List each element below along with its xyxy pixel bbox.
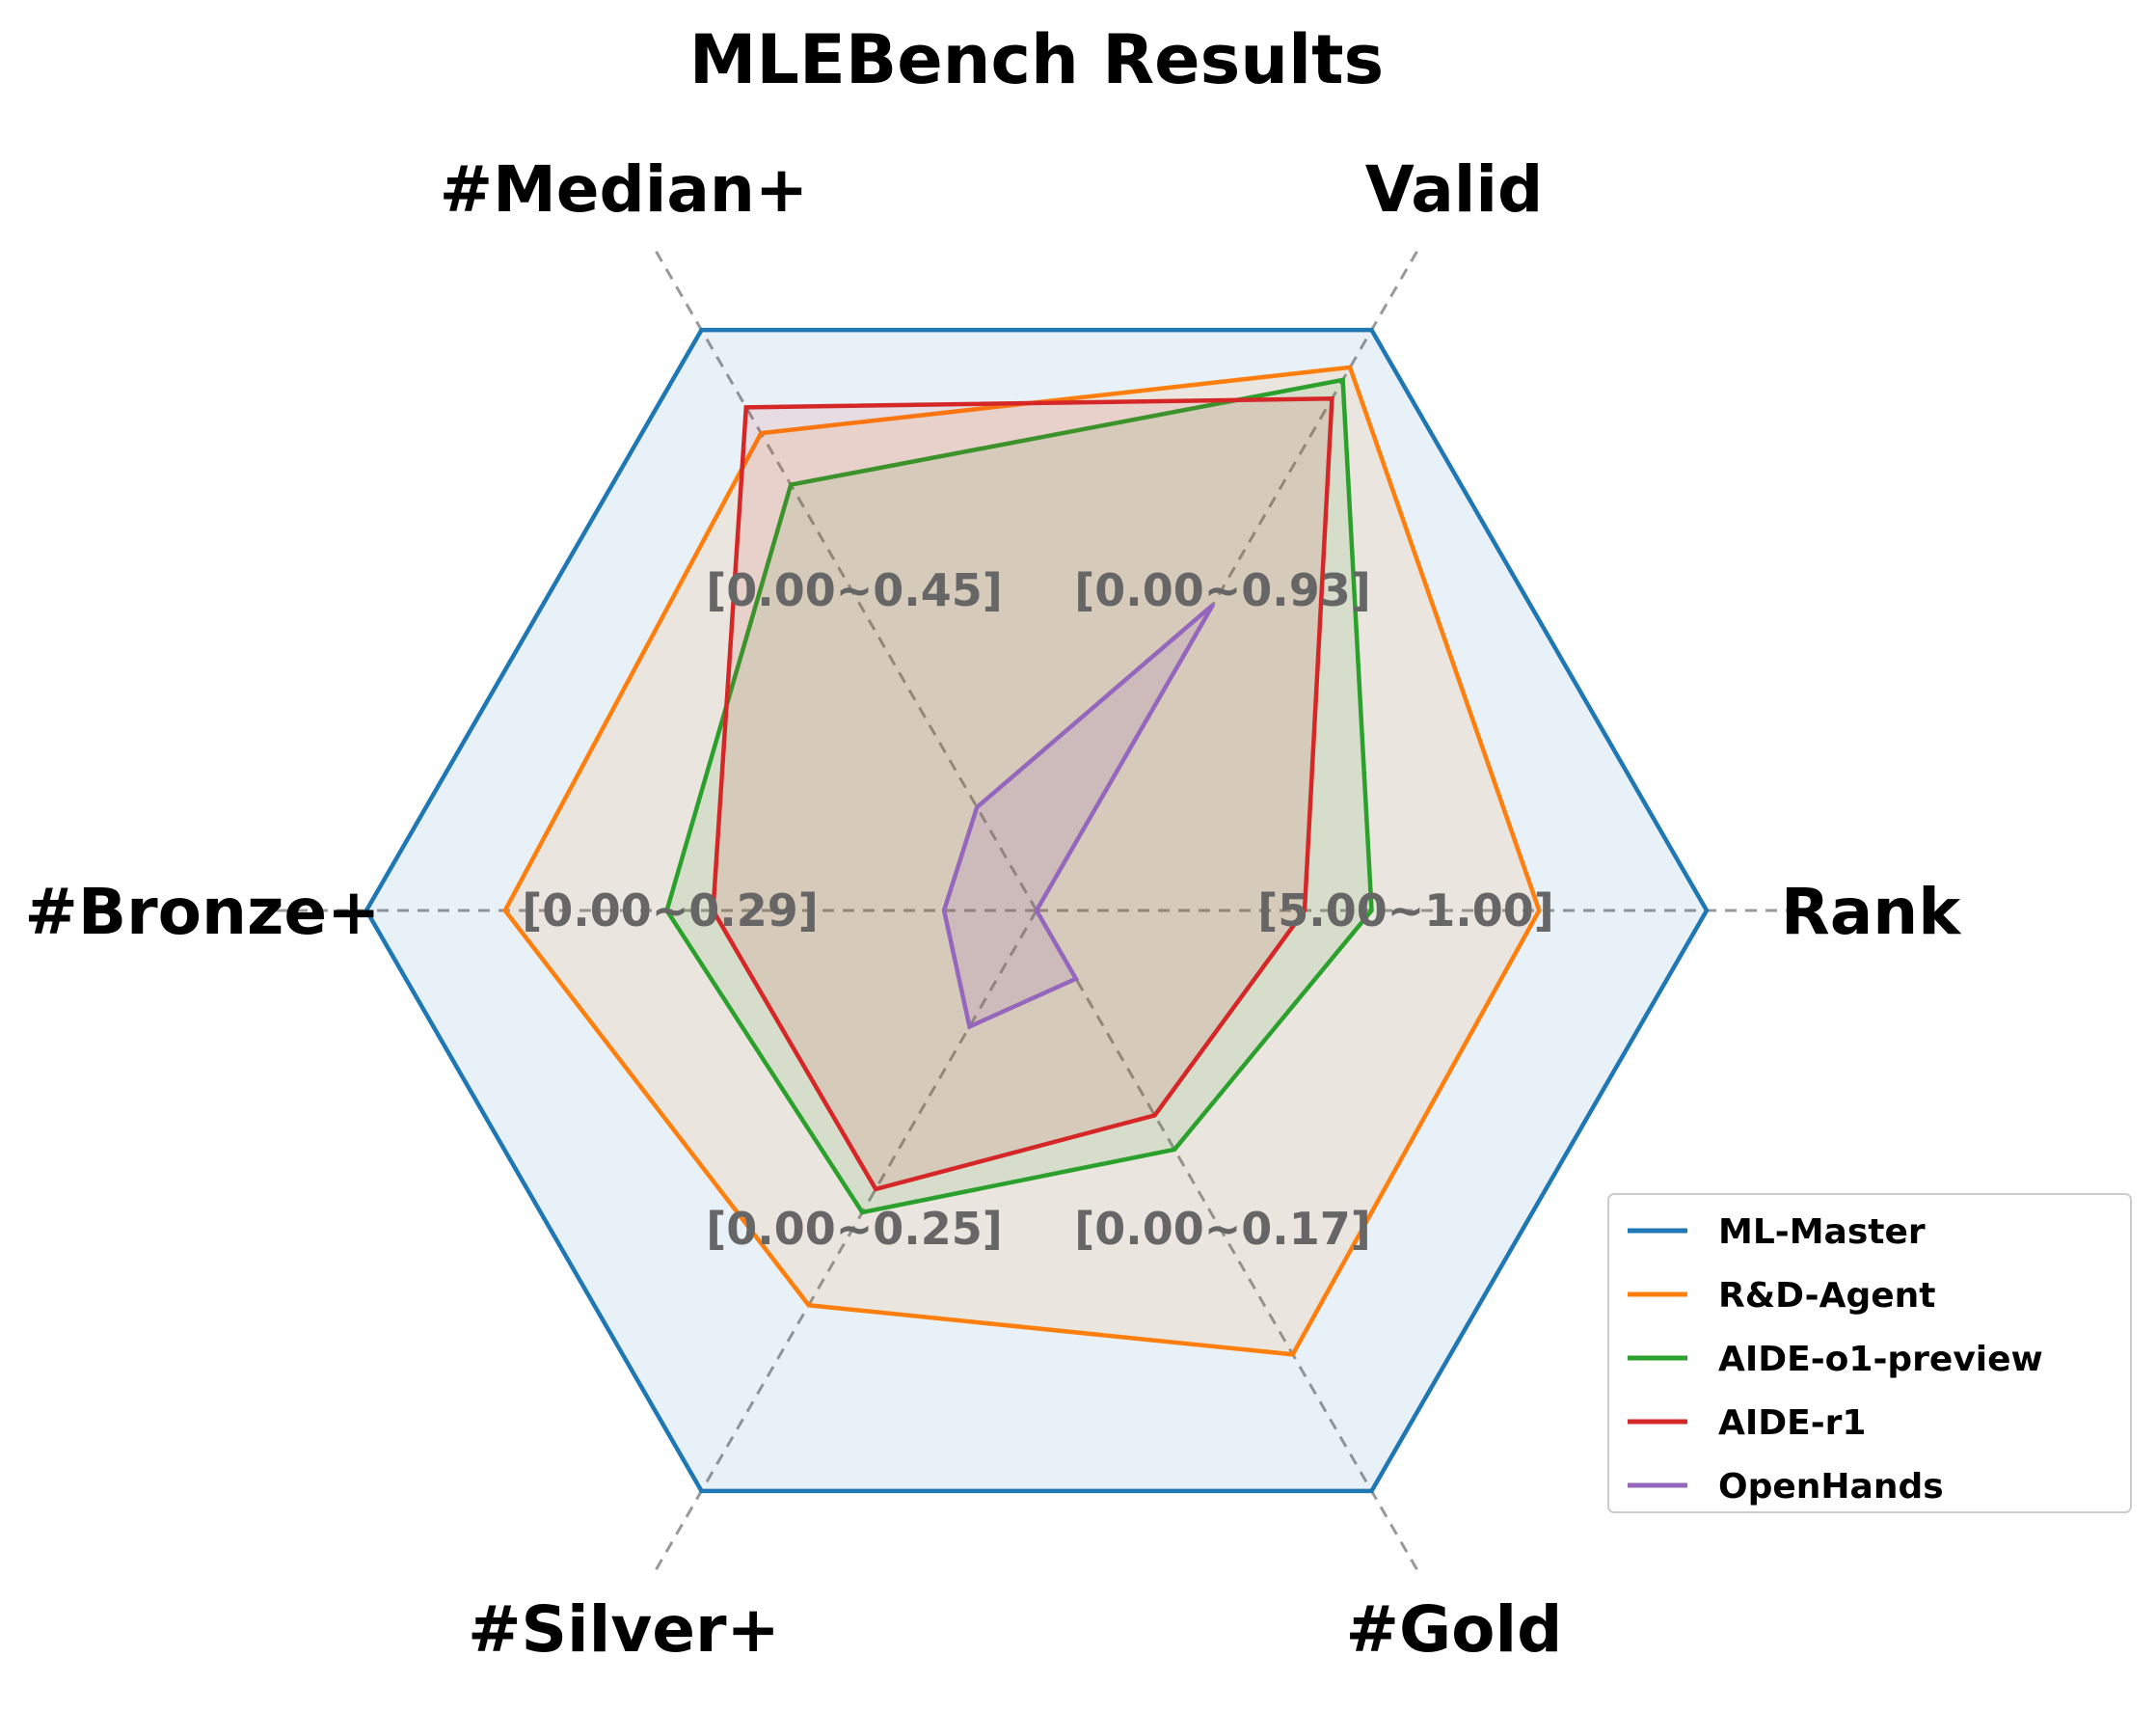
series-layer: [364, 327, 1710, 1494]
axis-label-silver: #Silver+: [468, 1592, 780, 1667]
axis-range-label-bronze: [0.00~0.29]: [522, 884, 819, 937]
axis-label-median: #Median+: [440, 152, 808, 227]
axis-label-valid: Valid: [1365, 152, 1544, 227]
axis-gridline-silver: [654, 910, 1038, 1571]
series-line-ml-master: [364, 327, 1710, 1494]
series-line-r-d-agent: [502, 365, 1542, 1357]
axis-range-label-gold: [0.00~0.17]: [1074, 1203, 1371, 1255]
legend-box: [1607, 1193, 2132, 1513]
series-line-aide-r1: [711, 396, 1334, 1192]
labels-layer: Rank [5.00~1.00] Valid [0.00~0.93] #Median+ […: [25, 152, 1963, 1667]
axis-range-label-valid: [0.00~0.93]: [1074, 564, 1371, 616]
chart-title: MLEBench Results: [689, 20, 1384, 99]
series-area-aide-r1: [713, 398, 1333, 1189]
axis-range-label-median: [0.00~0.45]: [706, 564, 1003, 616]
legend-label-r-d-agent: R&D-Agent: [1718, 1276, 1936, 1316]
axis-label-bronze: #Bronze+: [25, 875, 381, 949]
legend-label-ml-master: ML-Master: [1718, 1212, 1926, 1252]
series-area-openhands: [944, 604, 1214, 1027]
legend: ML-Master R&D-Agent AIDE-o1-preview AIDE-r1…: [1607, 1193, 2132, 1513]
legend-label-aide-o1-preview: AIDE-o1-preview: [1718, 1340, 2043, 1379]
axis-range-label-silver: [0.00~0.25]: [706, 1203, 1003, 1255]
series-line-openhands: [941, 603, 1216, 1030]
axis-range-label-rank: [5.00~1.00]: [1257, 884, 1554, 937]
series-line-aide-o1-preview: [664, 377, 1374, 1215]
axis-gridline-gold: [1035, 910, 1419, 1571]
series-area-aide-o1-preview: [666, 379, 1372, 1212]
axis-label-rank: Rank: [1781, 875, 1962, 949]
series-area-r-d-agent: [504, 367, 1540, 1355]
axis-label-gold: #Gold: [1346, 1592, 1563, 1667]
legend-label-openhands: OpenHands: [1718, 1467, 1944, 1507]
legend-label-aide-r1: AIDE-r1: [1718, 1403, 1866, 1443]
axis-gridline-median: [654, 250, 1038, 911]
